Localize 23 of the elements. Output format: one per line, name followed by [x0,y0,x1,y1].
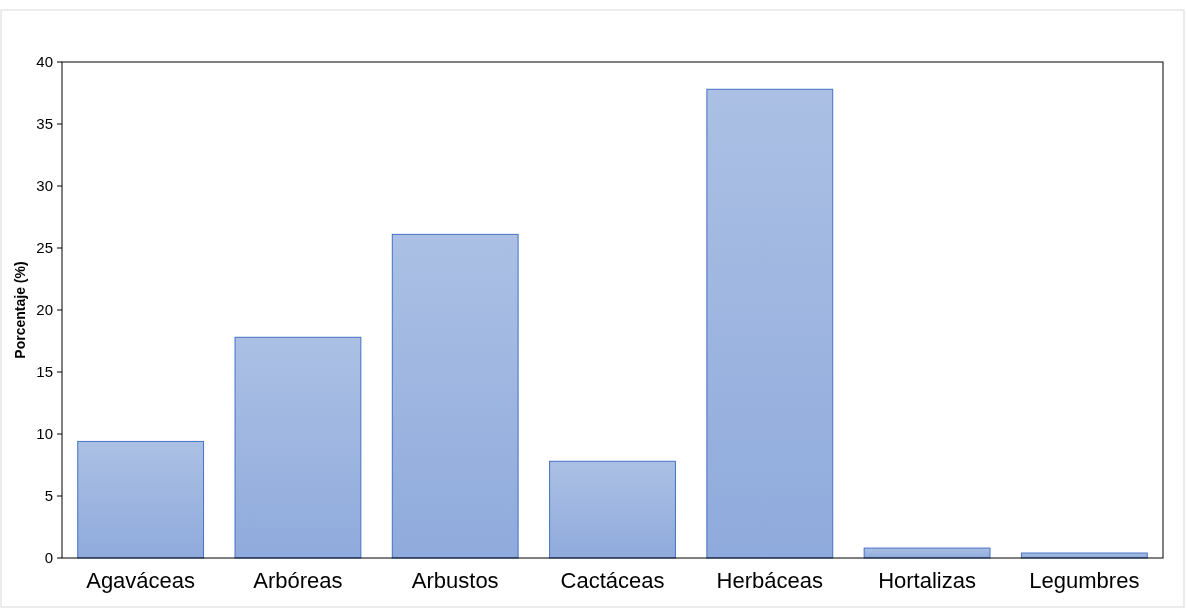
x-tick-label: Hortalizas [878,568,976,593]
bar [863,547,991,559]
y-tick-label: 5 [44,487,53,505]
x-tick-label: Cactáceas [560,568,665,593]
bar [234,336,362,559]
y-tick-label: 20 [36,301,53,319]
bar [391,233,519,559]
y-tick-label: 15 [36,363,53,381]
bar [706,88,834,559]
x-tick-label: Herbáceas [716,568,823,593]
y-tick-label: 30 [36,177,53,195]
bar [549,460,676,559]
x-tick-label: Agaváceas [86,568,196,593]
y-tick-label: 10 [36,425,53,443]
y-tick-label: 35 [36,115,53,133]
y-axis-title: Porcentaje (%) [12,261,28,359]
x-tick-label: Legumbres [1029,568,1140,593]
x-tick-label: Arbóreas [253,568,343,593]
y-tick-label: 40 [36,53,53,71]
bar [77,440,205,559]
x-tick-label: Arbustos [411,568,499,593]
y-tick-label: 25 [36,239,53,257]
y-tick-label: 0 [44,549,53,567]
